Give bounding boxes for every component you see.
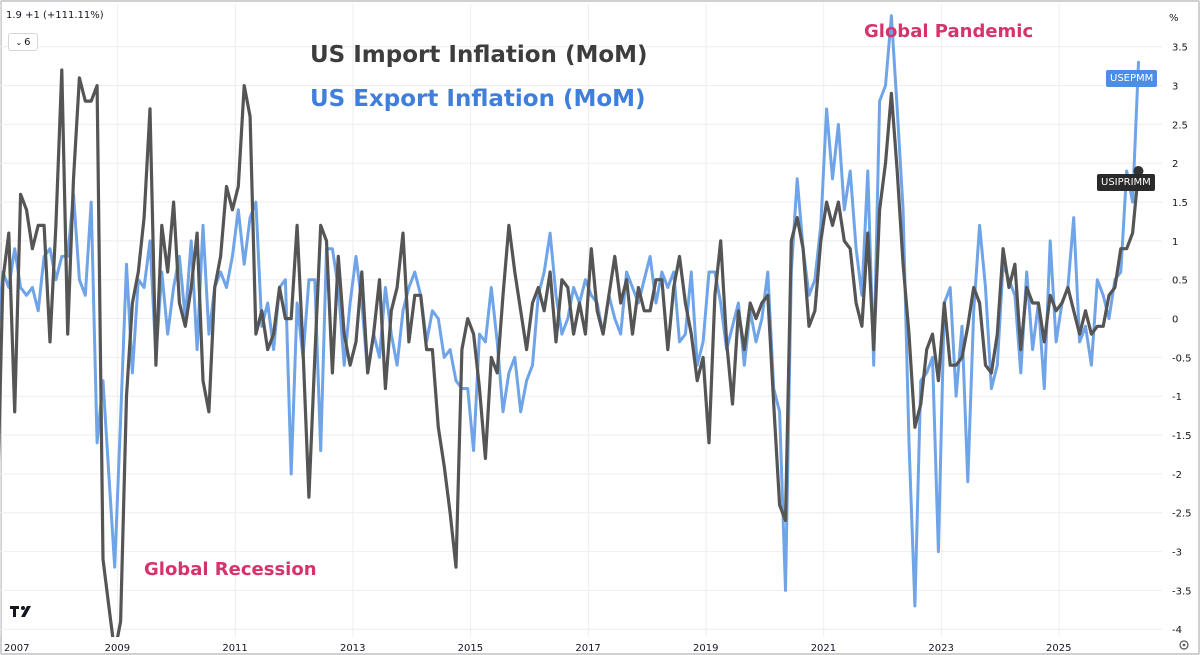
chevron-down-icon: ⌄ <box>15 37 23 47</box>
x-tick-label: 2013 <box>340 643 365 654</box>
y-tick-label: -1.5 <box>1172 431 1192 442</box>
annotation-global-recession: Global Recession <box>144 559 317 580</box>
import-last-value-badge[interactable]: USIPRIMM <box>1097 174 1155 191</box>
legend-readout: 1.9 +1 (+111.11%) <box>6 10 104 21</box>
y-tick-label: -3 <box>1172 548 1182 559</box>
tradingview-logo-icon <box>10 606 31 617</box>
x-tick-label: 2011 <box>222 643 247 654</box>
x-tick-label: 2015 <box>458 643 483 654</box>
y-tick-label: 1.5 <box>1172 198 1188 209</box>
settings-gear-icon[interactable] <box>1179 640 1189 650</box>
y-tick-label: -2.5 <box>1172 509 1192 520</box>
x-tick-label: 2009 <box>105 643 130 654</box>
import-series-line <box>0 68 1141 637</box>
y-tick-label: -3.5 <box>1172 586 1192 597</box>
import-last-point <box>1133 165 1144 176</box>
export-series-line <box>0 14 1140 608</box>
export-series-title: US Export Inflation (MoM) <box>310 86 646 112</box>
y-axis-unit: % <box>1169 13 1179 24</box>
x-tick-label: 2019 <box>693 643 718 654</box>
y-axis: 3.5 3 2.5 2 1.5 1 0.5 0 -0.5 -1 -1.5 -2 -2.5 -3 -3.5 -4 <box>1172 43 1192 637</box>
y-tick-label: -4 <box>1172 625 1182 636</box>
y-tick-label: -0.5 <box>1172 353 1192 364</box>
x-axis: 2007 2009 2011 2013 2015 2017 2019 2021 2023 2025 <box>4 643 1071 654</box>
import-series-title: US Import Inflation (MoM) <box>310 42 648 68</box>
y-tick-label: 0.5 <box>1172 276 1188 287</box>
x-tick-label: 2007 <box>4 643 29 654</box>
x-tick-label: 2021 <box>811 643 836 654</box>
y-tick-label: 1 <box>1172 237 1178 248</box>
x-tick-label: 2025 <box>1046 643 1071 654</box>
interval-button[interactable]: ⌄ 6 <box>8 33 38 51</box>
y-tick-label: 0 <box>1172 315 1178 326</box>
y-tick-label: 2 <box>1172 159 1178 170</box>
y-tick-label: 3 <box>1172 82 1178 93</box>
series-layer <box>0 14 1144 637</box>
y-tick-label: 2.5 <box>1172 120 1188 131</box>
export-last-value-badge[interactable]: USEPMM <box>1106 70 1158 87</box>
x-tick-label: 2017 <box>575 643 600 654</box>
y-tick-label: -2 <box>1172 470 1182 481</box>
annotation-global-pandemic: Global Pandemic <box>864 21 1034 42</box>
y-tick-label: -1 <box>1172 392 1182 403</box>
y-tick-label: 3.5 <box>1172 43 1188 54</box>
interval-value: 6 <box>24 36 31 48</box>
x-tick-label: 2023 <box>928 643 953 654</box>
